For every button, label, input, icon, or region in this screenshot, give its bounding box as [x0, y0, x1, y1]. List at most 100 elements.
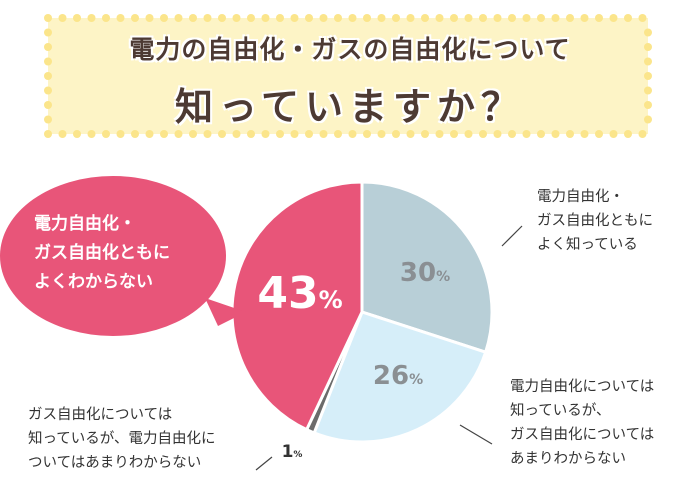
banner-dot [609, 14, 618, 22]
slice-category-label-line: あまりわからない [510, 451, 626, 467]
banner-dot [247, 14, 255, 22]
slice-category-label-line: よくわからない [34, 272, 153, 292]
banner-dot [450, 14, 458, 22]
pie-slice [360, 180, 494, 355]
banner-background [48, 18, 648, 134]
slice-value-label: 1% [282, 442, 303, 462]
banner-dot [203, 14, 212, 22]
banner-dot [566, 14, 574, 22]
slice-value-unit: % [409, 372, 423, 388]
banner-dot [247, 130, 255, 138]
banner-dot [58, 130, 67, 138]
banner-dot [580, 130, 589, 138]
title-banner-text: 電力の自由化・ガスの自由化について 知っていますか？ [0, 0, 700, 150]
banner-dot [232, 14, 241, 22]
banner-dot [624, 14, 632, 22]
banner-dot [189, 14, 197, 22]
banner-dot [493, 14, 502, 22]
banner-dot [609, 130, 618, 138]
title-line-1: 電力の自由化・ガスの自由化について [129, 35, 571, 64]
banner-dot [218, 130, 226, 138]
banner-dot [73, 130, 81, 138]
speech-bubble [0, 176, 226, 336]
slice-category-label: 電力自由化については 知っているが、 ガス自由化については あまりわからない [510, 375, 654, 471]
banner-dot [644, 86, 652, 95]
slice-category-label-line: ガス自由化ともに [537, 213, 653, 229]
banner-dot [638, 130, 647, 138]
banner-dot [189, 130, 197, 138]
banner-dot [406, 14, 415, 22]
banner-dot [319, 14, 328, 22]
banner-dot [638, 14, 647, 22]
banner-dot [508, 130, 516, 138]
slice-category-label-line: 電力自由化・ [537, 189, 624, 205]
banner-dot [595, 130, 603, 138]
slice-category-label: 電力自由化・ガス自由化ともに よく知っている [537, 185, 653, 257]
banner-dot [464, 130, 473, 138]
banner-dot [131, 130, 139, 138]
banner-dot [644, 57, 652, 66]
banner-dot [450, 130, 458, 138]
banner-dot [261, 130, 270, 138]
banner-dot [174, 130, 183, 138]
banner-dot [580, 14, 589, 22]
leader-line [459, 424, 493, 445]
slice-category-label-line: 知っているが、 [510, 403, 611, 419]
banner-dot [348, 14, 357, 22]
banner-dot [377, 14, 386, 22]
banner-dot [160, 14, 168, 22]
banner-dot [464, 14, 473, 22]
banner-dot [276, 130, 284, 138]
banner-dot [363, 130, 371, 138]
banner-dot [479, 14, 487, 22]
banner-dot [276, 14, 284, 22]
pie-slice [230, 180, 364, 432]
banner-dot [377, 130, 386, 138]
banner-dot [566, 130, 574, 138]
banner-dot [644, 28, 652, 37]
slice-value-unit: % [319, 286, 343, 314]
banner-dot [218, 14, 226, 22]
banner-dot [131, 14, 139, 22]
banner-dot [261, 14, 270, 22]
banner-dot [232, 130, 241, 138]
banner-dot [290, 130, 299, 138]
slice-category-label-line: 電力自由化については [510, 379, 655, 395]
banner-dot [145, 130, 154, 138]
banner-dot [44, 115, 52, 124]
banner-dot [644, 72, 652, 80]
banner-dot [406, 130, 415, 138]
banner-dot [319, 130, 328, 138]
banner-dot [644, 101, 652, 109]
banner-dot [435, 130, 444, 138]
banner-dot-border [44, 14, 652, 138]
banner-dot [392, 130, 400, 138]
banner-dot [551, 130, 560, 138]
banner-dot [421, 130, 429, 138]
slice-category-label-line: 知っているが、電力自由化に [28, 431, 216, 447]
banner-dot [421, 14, 429, 22]
banner-dot [537, 130, 545, 138]
banner-dot [87, 130, 96, 138]
banner-dot [44, 57, 52, 66]
slice-category-label-line: ついてはあまりわからない [28, 455, 202, 471]
banner-dot [435, 14, 444, 22]
banner-dot [334, 130, 342, 138]
banner-dot [522, 130, 531, 138]
banner-dot [305, 130, 313, 138]
slice-category-label-line: よく知っている [537, 237, 638, 253]
banner-dot [305, 14, 313, 22]
banner-dot [203, 130, 212, 138]
slice-value-unit: % [293, 450, 302, 460]
banner-dot [102, 130, 110, 138]
banner-dot [87, 14, 96, 22]
slice-category-label-line: ガス自由化ともに [34, 243, 170, 263]
banner-dot [508, 14, 516, 22]
pie-slice [312, 310, 488, 444]
banner-dot [174, 14, 183, 22]
banner-dot [644, 43, 652, 51]
slice-value-unit: % [436, 269, 450, 285]
slice-category-label: ガス自由化については 知っているが、電力自由化に ついてはあまりわからない [28, 403, 215, 475]
banner-dot [44, 130, 52, 138]
